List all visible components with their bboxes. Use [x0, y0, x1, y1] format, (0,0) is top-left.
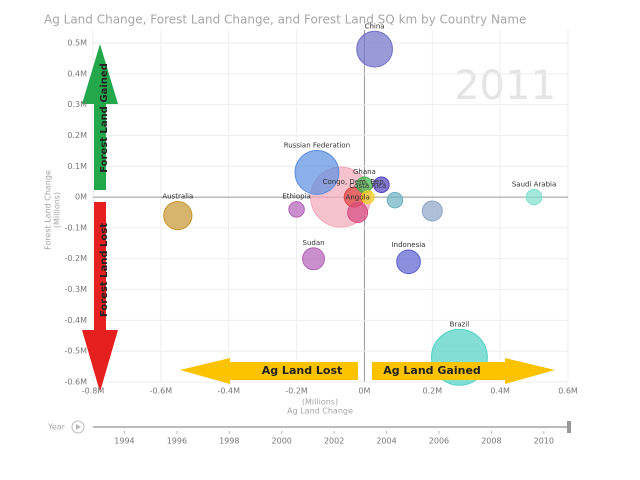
annotation: Ag Land Lost	[262, 364, 343, 377]
y-tick-label: 0.5M	[67, 39, 87, 48]
arrow-right	[372, 358, 555, 384]
y-tick-label: -0.2M	[64, 254, 87, 263]
x-tick-label: 0.6M	[558, 387, 578, 396]
bubble	[373, 176, 390, 194]
bubble	[294, 150, 340, 195]
bubble	[288, 201, 305, 218]
play-tick-label: 2006	[429, 437, 449, 446]
bubble	[356, 30, 393, 68]
play-tick-label: 1994	[114, 437, 134, 446]
bubble-label: Indonesia	[392, 241, 426, 249]
bubble-label: Australia	[162, 192, 193, 200]
play-axis-label: Year	[47, 423, 66, 432]
x-tick-label: 0.2M	[422, 387, 442, 396]
play-tick-label: 2008	[481, 437, 501, 446]
y-tick-label: -0.5M	[64, 347, 87, 356]
bubble-label: Costa Rica	[349, 182, 386, 190]
x-tick-label: -0.6M	[150, 387, 173, 396]
y-tick-label: 0M	[75, 193, 87, 202]
x-unit-label: (Millions)	[302, 398, 338, 407]
bubble-label: Saudi Arabia	[512, 180, 556, 188]
play-tick-label: 2000	[272, 437, 292, 446]
arrow-up	[82, 44, 118, 190]
bubble-label: Angola	[346, 194, 370, 202]
play-slider[interactable]	[567, 421, 571, 433]
bubble-label: Ghana	[353, 168, 376, 176]
y-tick-label: 0.4M	[67, 69, 87, 78]
y-axis-label: Forest Land Change	[44, 170, 53, 250]
arrow-left	[180, 358, 358, 384]
bubble	[396, 249, 421, 275]
bubble-label: China	[365, 22, 385, 30]
y-tick-label: 0.3M	[67, 100, 87, 109]
x-axis-label: Ag Land Change	[287, 407, 353, 416]
y-tick-label: -0.1M	[64, 223, 87, 232]
bubble	[525, 188, 543, 206]
play-tick-label: 1996	[167, 437, 187, 446]
play-tick-label: 2002	[324, 437, 344, 446]
annotation: Forest Land Lost	[99, 223, 110, 317]
bubble	[302, 247, 325, 271]
annotation: Forest Land Gained	[99, 63, 110, 173]
play-tick-label: 1998	[219, 437, 239, 446]
play-tick-label: 2004	[376, 437, 396, 446]
y-tick-label: 0.1M	[67, 162, 87, 171]
bubble	[163, 200, 193, 231]
x-tick-label: -0.8M	[82, 387, 105, 396]
play-icon	[76, 424, 81, 430]
bubble-label: Congo, Dem. Rep.	[323, 178, 386, 186]
bubble-label: Ethiopia	[282, 193, 311, 201]
bubble	[360, 190, 375, 204]
play-button[interactable]	[71, 420, 85, 434]
arrow-down	[82, 202, 118, 392]
y-tick-label: -0.3M	[64, 285, 87, 294]
y-tick-label: -0.4M	[64, 316, 87, 325]
x-tick-label: -0.4M	[217, 387, 240, 396]
bubble	[421, 200, 443, 222]
y-tick-label: 0.2M	[67, 131, 87, 140]
annotations: Forest Land Gained Forest Land Lost Ag L…	[82, 44, 555, 392]
x-tick-label: -0.2M	[285, 387, 308, 396]
y-tick-label: -0.6M	[64, 378, 87, 387]
bubble	[347, 202, 369, 223]
y-unit-label: (Millions)	[53, 192, 62, 228]
year-watermark: 2011	[454, 63, 556, 109]
x-tick-label: 0.4M	[490, 387, 510, 396]
bubble	[386, 191, 404, 209]
bubble-label: Brazil	[450, 320, 470, 328]
x-tick-label: 0M	[358, 387, 370, 396]
bubble-label: Sudan	[303, 239, 325, 247]
play-tick-label: 2010	[534, 437, 554, 446]
annotation: Ag Land Gained	[383, 364, 481, 377]
bubble-label: Russian Federation	[284, 142, 350, 150]
chart-title: Ag Land Change, Forest Land Change, and …	[44, 13, 526, 27]
